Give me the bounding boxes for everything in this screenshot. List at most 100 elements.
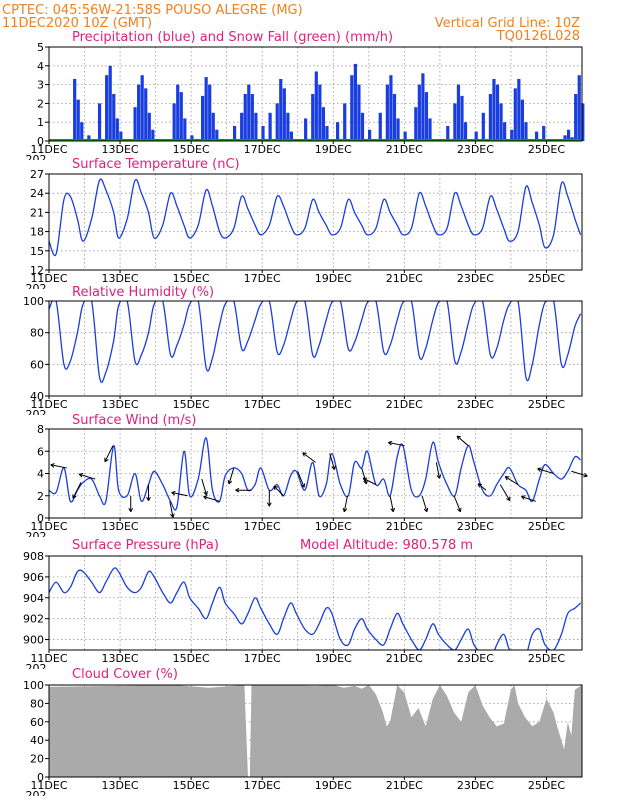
precip-bar-40 [304, 118, 308, 141]
precip-bar-14 [144, 88, 148, 141]
precip-bar-21 [190, 135, 194, 141]
xtick-wind-4: 19DEC [315, 520, 352, 533]
precip-bar-87 [577, 75, 581, 141]
header-line2: 11DEC2020 10Z (GMT) [2, 16, 152, 31]
wind-vector-6 [169, 501, 174, 518]
precip-bar-65 [453, 103, 457, 141]
xtick-precip-7: 25DEC [528, 143, 565, 156]
xtick-rh-5: 21DEC [386, 398, 423, 411]
xtick-temp-6: 23DEC [457, 272, 494, 285]
precip-bar-48 [350, 75, 354, 141]
wind-vector-head-8 [203, 491, 208, 496]
wind-vector-head-12 [266, 502, 272, 507]
xtick-temp-7: 25DEC [528, 272, 565, 285]
ytick-cloud-5: 100 [23, 679, 44, 692]
xtick-pressure-1: 13DEC [102, 652, 139, 665]
precip-bar-79 [520, 99, 524, 141]
precip-bar-23 [204, 77, 208, 141]
xtick-rh-6: 23DEC [457, 398, 494, 411]
xtick-cloud-0: 11DEC [30, 779, 67, 792]
line-pressure [49, 567, 582, 650]
xtick-cloud-4: 19DEC [315, 779, 352, 792]
wind-vector-head-3 [104, 457, 109, 463]
wind-vector-20 [389, 495, 394, 512]
ytick-temp-2: 18 [30, 226, 44, 239]
wind-vector-head-28 [504, 476, 510, 481]
line-wind [49, 437, 582, 511]
ytick-precip-3: 3 [37, 79, 44, 92]
ytick-wind-1: 2 [37, 490, 44, 503]
wind-vector-head-27 [506, 496, 511, 502]
precip-bar-80 [524, 122, 528, 141]
panel-temp: 12 15 18 21 24 27 11DEC 13DEC 15DEC 17DEC 19DEC 21D… [26, 157, 583, 289]
precip-bar-16 [151, 129, 155, 141]
precip-bar-73 [495, 84, 500, 141]
precip-bar-26 [215, 129, 219, 141]
xtick-temp-2: 15DEC [173, 272, 210, 285]
xtick-rh-7: 25DEC [528, 398, 565, 411]
wind-vector-head-19 [362, 477, 368, 482]
panel-precip: 0 1 2 3 4 5 11DEC 13DEC 15DEC 17DEC 19DEC 21DEC 23DE… [26, 30, 585, 160]
xtick-wind-6: 23DEC [457, 520, 494, 533]
precip-bar-7 [108, 65, 112, 141]
precip-bar-58 [403, 131, 407, 141]
ytick-rh-1: 60 [30, 358, 44, 371]
xtick-cloud-2: 15DEC [173, 779, 210, 792]
xtick-pressure-2: 15DEC [173, 652, 210, 665]
wind-vector-head-17 [342, 507, 348, 513]
precip-bar-50 [357, 84, 361, 141]
ytick-rh-2: 80 [30, 327, 44, 340]
ytick-pressure-0: 900 [23, 634, 44, 647]
xtick-cloud-7: 25DEC [528, 779, 565, 792]
precip-bar-55 [389, 75, 393, 141]
precip-bar-59 [414, 107, 418, 141]
ytick-precip-2: 2 [37, 97, 44, 110]
ytick-pressure-4: 908 [23, 550, 44, 563]
wind-vector-28 [504, 476, 519, 486]
precip-bar-78 [517, 78, 521, 141]
precip-bar-27 [232, 125, 237, 141]
wind-vector-head-4 [128, 508, 134, 512]
xtick-precip-6: 23DEC [457, 143, 494, 156]
wind-vector-29 [521, 496, 536, 502]
wind-vector-30 [537, 468, 554, 474]
wind-vector-31 [571, 470, 588, 477]
xtick-temp-1: 13DEC [102, 272, 139, 285]
wind-vector-27 [499, 484, 511, 501]
wind-vector-23 [435, 462, 441, 479]
wind-vector-head-2 [78, 472, 84, 478]
ytick-cloud-0: 0 [37, 771, 44, 784]
year-label-pressure: 202 [26, 662, 47, 675]
ytick-temp-1: 15 [30, 245, 44, 258]
xtick-rh-1: 13DEC [102, 398, 139, 411]
precip-bar-61 [421, 73, 425, 141]
xtick-precip-4: 19DEC [315, 143, 352, 156]
precip-bar-18 [176, 84, 180, 141]
frame-rh [48, 300, 583, 397]
wind-vector-16 [329, 453, 335, 470]
wind-vector-head-13 [273, 485, 278, 491]
wind-vector-2 [79, 473, 96, 480]
panel-cloud: 0 20 40 60 80 100 11DEC 13DEC 15DEC 17DEC 19DEC 21D… [23, 667, 583, 796]
wind-vector-10 [228, 467, 235, 485]
frame-temp [48, 173, 583, 271]
ytick-temp-5: 27 [30, 168, 44, 181]
xtick-wind-0: 11DEC [30, 520, 67, 533]
wind-vector-head-15 [302, 452, 307, 457]
xtick-rh-4: 19DEC [315, 398, 352, 411]
wind-vector-26 [477, 483, 487, 491]
wind-vector-7 [171, 492, 188, 497]
precip-bar-82 [542, 125, 546, 141]
xtick-wind-2: 15DEC [173, 520, 210, 533]
xtick-pressure-3: 17DEC [244, 652, 281, 665]
xtick-temp-5: 21DEC [386, 272, 423, 285]
wind-vector-head-22 [423, 507, 429, 513]
precip-bar-39 [289, 131, 294, 141]
year-label-wind: 202 [26, 530, 47, 543]
line-temp [49, 178, 582, 257]
title-temp: Surface Temperature (nC) [72, 157, 240, 172]
precip-bar-88 [581, 103, 585, 141]
wind-vector-22 [421, 495, 428, 512]
precip-bar-57 [396, 118, 400, 141]
wind-vector-21 [388, 441, 405, 447]
